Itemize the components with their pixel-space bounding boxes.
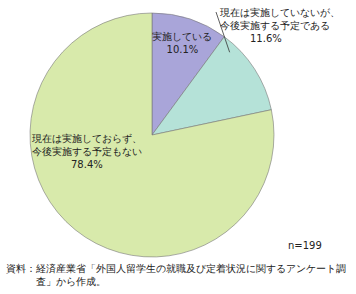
svg-text:現在は実施しておらず、今後実施する予定もない78.4%: 現在は実施しておらず、今後実施する予定もない78.4% [32,133,142,170]
svg-text:現在は実施していないが、今後実施する予定である11.6%: 現在は実施していないが、今後実施する予定である11.6% [220,7,340,44]
html-text:資料：経済産業省「外国人留学生の就職及び定着状況に関するアン: 資料：経済産業省「外国人留学生の就職及び定着状況に関するアンケート調査」から作成… [6,263,346,287]
svg-text:実施している10.1%: 実施している10.1% [152,31,212,55]
html-text:n=199: n=199 [288,240,322,251]
